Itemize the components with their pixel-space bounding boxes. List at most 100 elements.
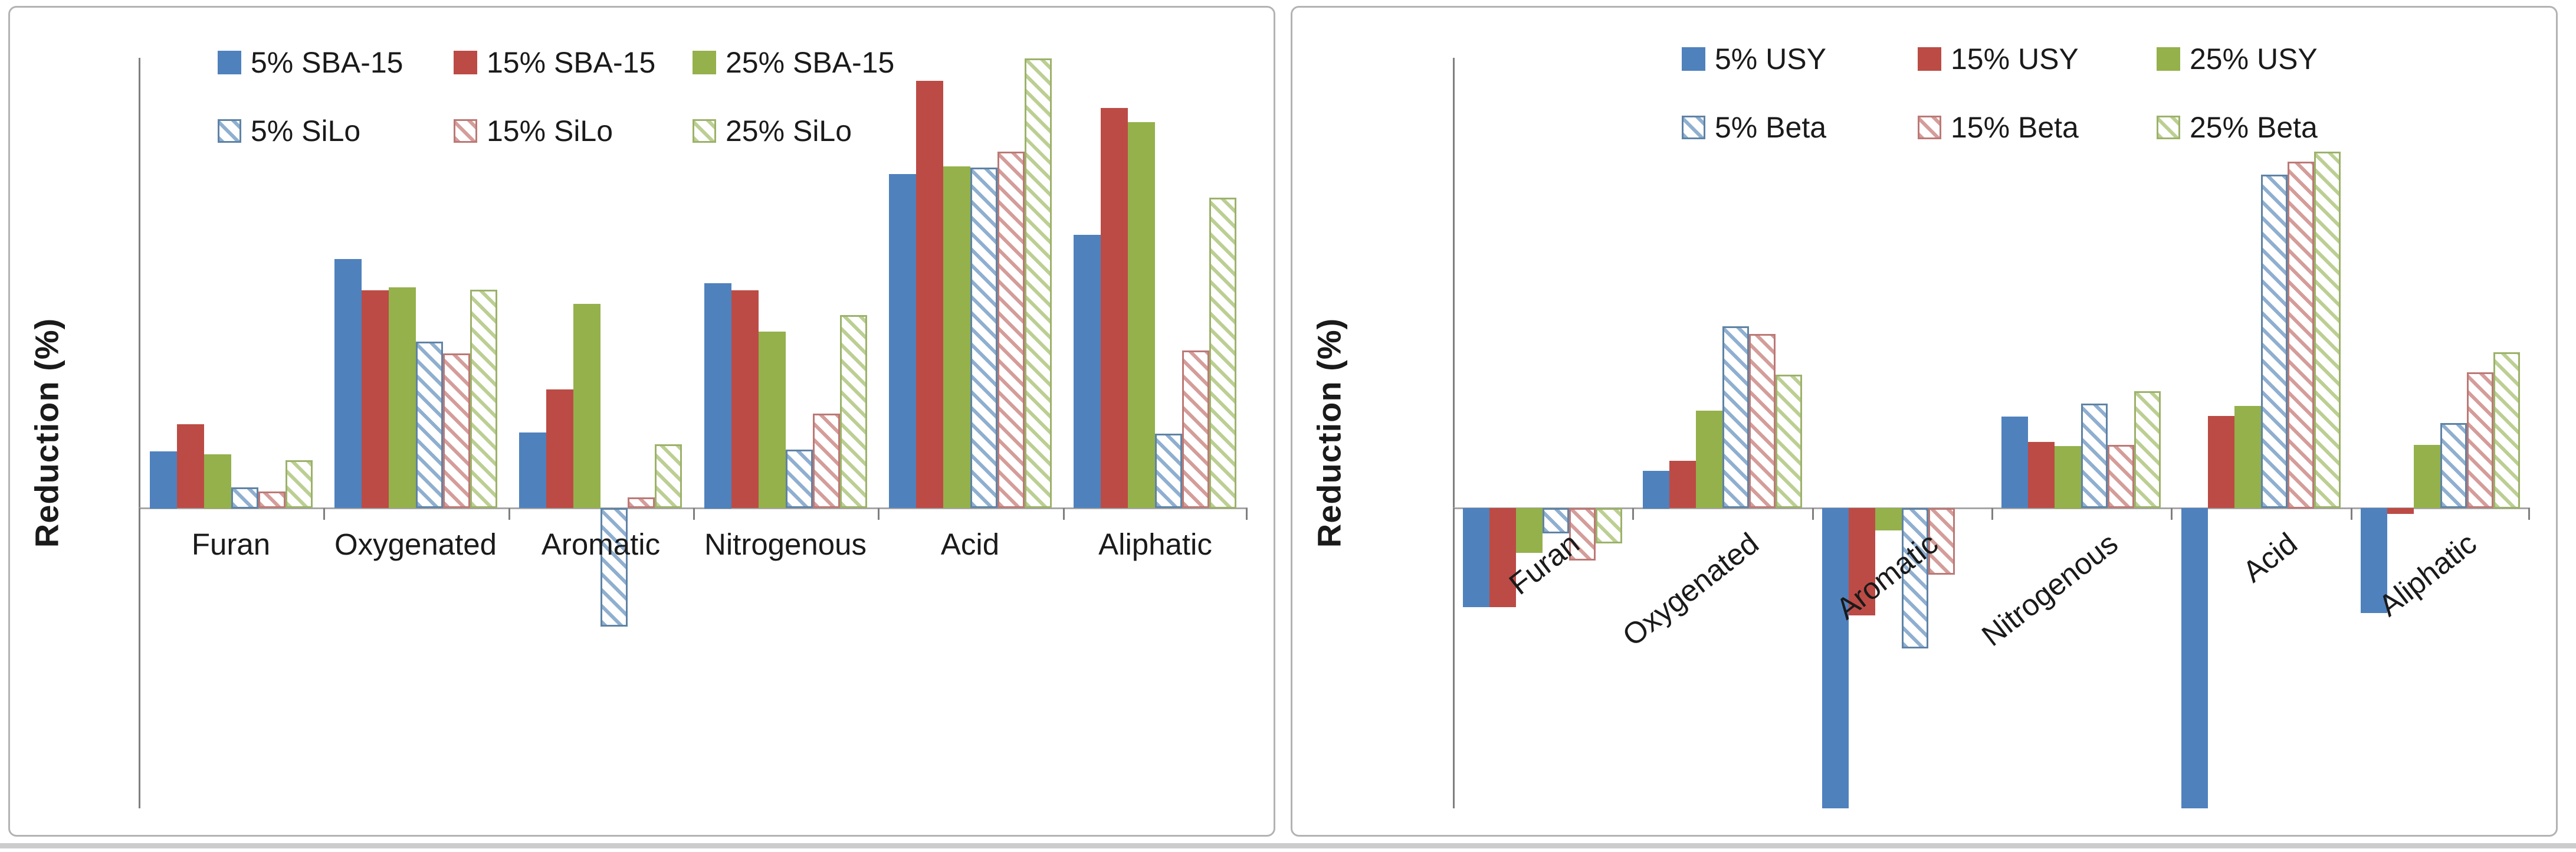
legend-item: 25% SBA-15 bbox=[693, 45, 894, 80]
legend-label: 15% SiLo bbox=[487, 114, 613, 148]
bar bbox=[1543, 508, 1569, 534]
category-axis-tick bbox=[878, 508, 880, 520]
bar bbox=[2055, 445, 2081, 509]
bar bbox=[1101, 108, 1128, 509]
bar bbox=[655, 444, 682, 509]
bar bbox=[2440, 423, 2467, 509]
bar bbox=[416, 341, 443, 508]
legend-row: 5% Beta 15% Beta 25% Beta bbox=[1682, 110, 2318, 145]
bar bbox=[2181, 508, 2208, 808]
bar bbox=[204, 454, 231, 509]
category-label: Oxygenated bbox=[334, 527, 497, 562]
category-label: Acid bbox=[940, 527, 1000, 562]
bar bbox=[1669, 461, 1696, 509]
legend-item: 15% SBA-15 bbox=[454, 45, 693, 80]
bar bbox=[1596, 508, 1622, 544]
legend-swatch bbox=[218, 51, 241, 74]
category-axis-tick bbox=[2350, 508, 2352, 520]
legend-label: 5% SBA-15 bbox=[251, 46, 403, 79]
y-axis-title: Reduction (%) bbox=[28, 317, 65, 548]
category-label: Acid bbox=[2236, 526, 2303, 589]
legend-item: 5% SBA-15 bbox=[218, 45, 454, 80]
bar bbox=[1182, 350, 1209, 509]
bar bbox=[1155, 434, 1182, 509]
legend-swatch bbox=[454, 119, 477, 143]
legend-swatch bbox=[1682, 116, 1705, 139]
y-axis-line bbox=[139, 58, 140, 808]
category-axis-tick bbox=[2528, 508, 2530, 520]
bar bbox=[1875, 508, 1902, 531]
bar bbox=[334, 258, 362, 508]
legend-item: 25% USY bbox=[2157, 42, 2318, 76]
bar bbox=[573, 304, 600, 509]
bar bbox=[362, 290, 389, 509]
category-axis-tick bbox=[1246, 508, 1248, 520]
category-axis-tick bbox=[1062, 508, 1065, 520]
bar bbox=[389, 287, 416, 509]
category-label: Aliphatic bbox=[1098, 527, 1212, 562]
legend-swatch bbox=[2157, 47, 2180, 71]
bar bbox=[2108, 445, 2134, 509]
category-label: Nitrogenous bbox=[704, 527, 867, 562]
chart-panel-sba15-silo: Reduction (%) 60.0050.0040.0030.0020.001… bbox=[8, 6, 1275, 837]
bar bbox=[1822, 508, 1849, 808]
bar bbox=[943, 166, 970, 509]
legend-item: 5% Beta bbox=[1682, 110, 1918, 145]
bar bbox=[1902, 508, 1928, 649]
bar bbox=[628, 497, 655, 509]
legend-item: 25% Beta bbox=[2157, 110, 2318, 145]
bar bbox=[2208, 415, 2234, 508]
bar bbox=[2028, 442, 2055, 509]
bar bbox=[2467, 372, 2493, 508]
category-label: Oxygenated bbox=[1616, 526, 1765, 653]
bar bbox=[470, 290, 497, 509]
bar bbox=[1643, 470, 1669, 509]
bar bbox=[889, 174, 916, 509]
bar bbox=[600, 508, 628, 627]
legend-swatch bbox=[693, 51, 716, 74]
bar bbox=[731, 290, 759, 509]
legend-swatch bbox=[1918, 47, 1941, 71]
bar bbox=[1749, 334, 1776, 509]
bar bbox=[2361, 508, 2387, 614]
bar bbox=[840, 315, 867, 509]
bar bbox=[1696, 410, 1722, 508]
bar bbox=[1074, 235, 1101, 509]
category-axis-tick bbox=[323, 508, 326, 520]
legend-swatch bbox=[1918, 116, 1941, 139]
y-axis-line bbox=[1453, 58, 1455, 808]
bar bbox=[2288, 161, 2314, 509]
bar bbox=[2081, 404, 2108, 509]
bar bbox=[546, 389, 573, 509]
legend-swatch bbox=[1682, 47, 1705, 71]
legend-swatch bbox=[693, 119, 716, 143]
bar bbox=[1722, 326, 1749, 509]
category-label: Furan bbox=[191, 527, 271, 562]
legend-swatch bbox=[2157, 116, 2180, 139]
bar bbox=[2387, 508, 2414, 515]
legend-row: 5% USY 15% USY 25% USY bbox=[1682, 42, 2318, 76]
legend-label: 15% USY bbox=[1951, 42, 2079, 76]
legend-item: 15% SiLo bbox=[454, 114, 693, 148]
legend-row: 5% SiLo 15% SiLo 25% SiLo bbox=[218, 114, 894, 148]
legend-item: 5% USY bbox=[1682, 42, 1918, 76]
category-axis-tick bbox=[1453, 508, 1455, 520]
legend-label: 5% Beta bbox=[1715, 111, 1827, 144]
bar bbox=[704, 283, 731, 509]
bar bbox=[786, 449, 813, 508]
legend: 5% SBA-15 15% SBA-15 25% SBA-15 5% SiLo 15% … bbox=[218, 45, 894, 182]
bar bbox=[2493, 352, 2520, 509]
y-axis-title: Reduction (%) bbox=[1310, 317, 1348, 548]
category-axis-tick bbox=[1812, 508, 1814, 520]
bar bbox=[2134, 391, 2161, 508]
legend-swatch bbox=[454, 51, 477, 74]
category-axis-tick bbox=[508, 508, 510, 520]
category-axis-tick bbox=[139, 508, 140, 520]
plot-area: 60.0050.0040.0030.0020.0010.000.00-10.00… bbox=[139, 58, 1248, 808]
bar bbox=[1463, 508, 1489, 608]
category-axis-tick bbox=[2171, 508, 2173, 520]
chart-panel-usy-beta: Reduction (%) 60.0050.0040.0030.0020.001… bbox=[1291, 6, 2558, 837]
bar bbox=[2234, 406, 2261, 509]
bar bbox=[2261, 175, 2288, 509]
